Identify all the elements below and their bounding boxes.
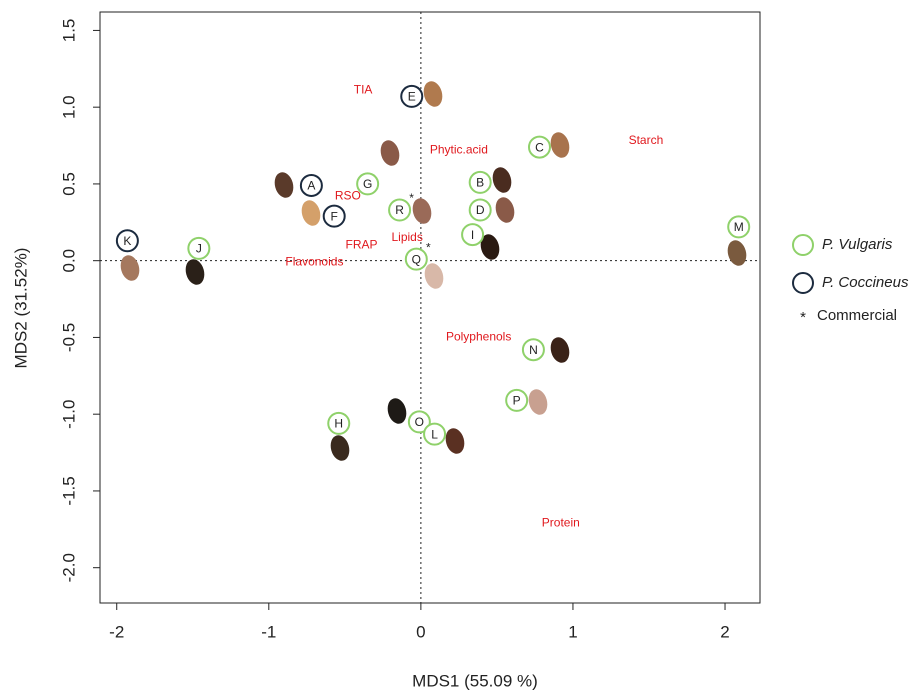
legend-marker <box>793 273 813 293</box>
point-label: A <box>307 179 315 193</box>
point-label: M <box>734 220 744 234</box>
bean-photo <box>272 170 296 200</box>
point-label: K <box>123 234 131 248</box>
point-label: C <box>535 140 544 154</box>
bean-photo <box>118 253 142 283</box>
variable-label: Lipids <box>392 230 423 244</box>
y-axis-title: MDS2 (31.52%) <box>11 248 30 369</box>
variable-label: TIA <box>354 82 373 96</box>
point-label: P <box>513 394 521 408</box>
bean-photo <box>490 165 514 195</box>
y-tick-label: 0.5 <box>59 172 78 196</box>
bean-photo <box>548 335 572 365</box>
y-tick-label: -1.5 <box>59 476 78 505</box>
point-label: R <box>395 203 404 217</box>
point-label: G <box>363 177 372 191</box>
y-tick-label: 1.0 <box>59 95 78 119</box>
bean-photo <box>443 426 467 456</box>
legend-label: Commercial <box>817 307 897 324</box>
legend-marker: * <box>800 309 806 326</box>
bean-photo <box>385 396 409 426</box>
commercial-marker: * <box>409 191 414 205</box>
variable-label: Flavonoids <box>285 254 343 268</box>
bean-photo <box>725 238 749 268</box>
variable-label: RSO <box>335 188 361 202</box>
point-label: N <box>529 343 538 357</box>
bean-photo <box>548 130 572 160</box>
point-label: D <box>476 203 485 217</box>
point-label: I <box>471 228 474 242</box>
point-label: Q <box>412 252 421 266</box>
bean-photo <box>421 79 445 109</box>
variable-label: Polyphenols <box>446 330 511 344</box>
variable-label: Starch <box>629 133 664 147</box>
bean-photo <box>526 387 550 417</box>
point-label: B <box>476 176 484 190</box>
y-tick-label: -1.0 <box>59 400 78 429</box>
chart: MDS1 (55.09 %) MDS2 (31.52%) -2 -1 0 1 2 -2.0… <box>0 0 918 693</box>
x-tick-label: -2 <box>109 622 124 641</box>
variable-label: FRAP <box>346 238 378 252</box>
bean-photo <box>328 433 352 463</box>
bean-photo <box>299 198 323 228</box>
x-axis-title: MDS1 (55.09 %) <box>412 671 538 690</box>
legend-label: P. Vulgaris <box>822 236 893 253</box>
point-label: E <box>408 90 416 104</box>
point-label: O <box>415 415 424 429</box>
point-label: H <box>334 417 343 431</box>
y-tick-label: 1.5 <box>59 19 78 43</box>
y-tick-label: -0.5 <box>59 323 78 352</box>
legend-label: P. Coccineus <box>822 274 909 291</box>
point-label: L <box>431 427 438 441</box>
x-tick-label: 1 <box>568 622 577 641</box>
point-label: F <box>331 209 338 223</box>
bean-photo <box>493 195 517 225</box>
bean-photo <box>183 257 207 287</box>
x-tick-label: -1 <box>261 622 276 641</box>
commercial-marker: * <box>426 240 431 254</box>
x-tick-label: 2 <box>720 622 729 641</box>
variable-label: Phytic.acid <box>430 142 488 156</box>
variable-label: Protein <box>542 515 580 529</box>
x-tick-label: 0 <box>416 622 425 641</box>
y-tick-label: 0.0 <box>59 249 78 273</box>
point-label: J <box>196 242 202 256</box>
y-tick-label: -2.0 <box>59 553 78 582</box>
legend-marker <box>793 235 813 255</box>
bean-photo <box>378 138 402 168</box>
